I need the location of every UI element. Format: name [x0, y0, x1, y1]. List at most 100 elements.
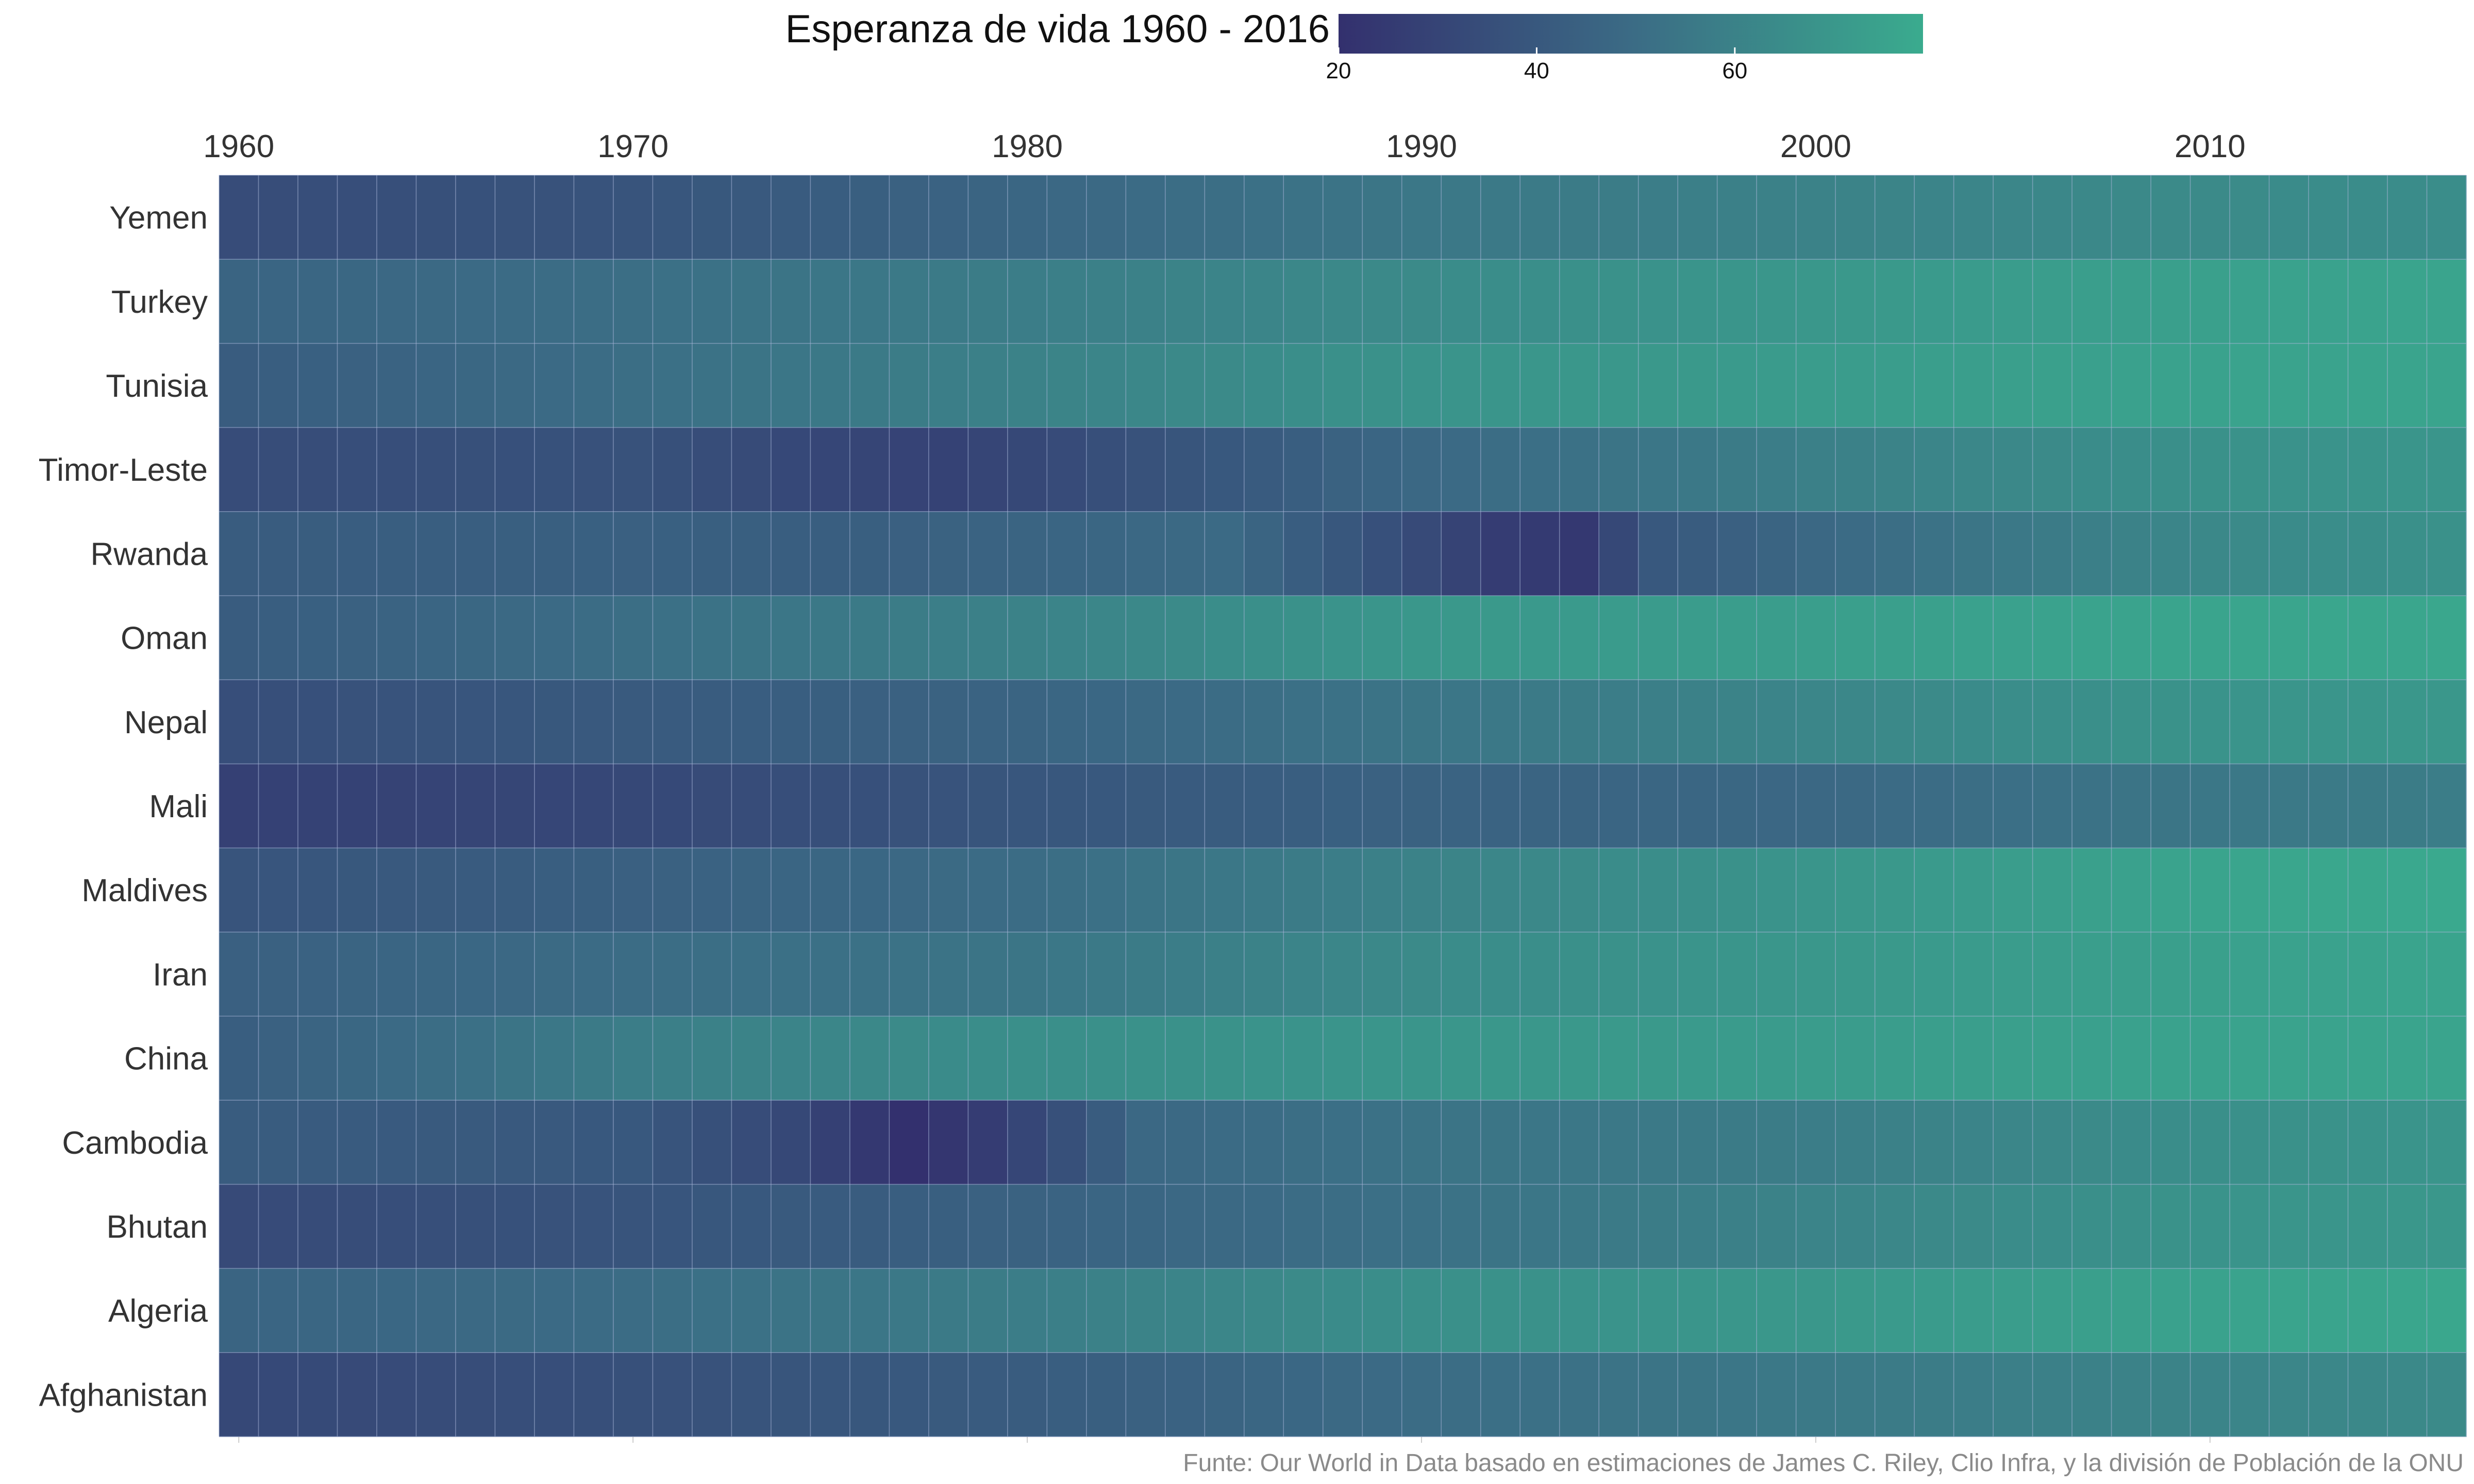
heatmap-cell: [1796, 680, 1836, 764]
heatmap-cell: [1953, 1352, 1994, 1437]
heatmap-cell: [1796, 343, 1836, 428]
heatmap-cell: [2072, 848, 2112, 933]
heatmap-cell: [416, 1352, 456, 1437]
heatmap-cell: [1323, 1100, 1363, 1185]
heatmap-cell: [2309, 175, 2349, 260]
heatmap-cell: [258, 596, 298, 680]
heatmap-cell: [1047, 596, 1087, 680]
heatmap-cell: [2309, 1016, 2349, 1101]
heatmap-cell: [968, 175, 1008, 260]
heatmap-cell: [2309, 1184, 2349, 1269]
heatmap-cell: [455, 764, 496, 849]
heatmap-cell: [2072, 1100, 2112, 1185]
heatmap-cell: [1638, 1100, 1678, 1185]
heatmap-cell: [692, 596, 732, 680]
heatmap-cell: [1599, 1352, 1639, 1437]
heatmap-cell: [1520, 1100, 1560, 1185]
heatmap-cell: [1993, 511, 2033, 596]
heatmap-cell: [416, 259, 456, 344]
heatmap-cell: [1283, 175, 1324, 260]
heatmap-cell: [1835, 596, 1876, 680]
heatmap-cell: [416, 343, 456, 428]
heatmap-cell: [810, 596, 850, 680]
heatmap-cell: [1757, 1352, 1797, 1437]
heatmap-cell: [416, 764, 456, 849]
heatmap-cell: [2111, 848, 2151, 933]
heatmap-cell: [2072, 932, 2112, 1017]
heatmap-cell: [2427, 511, 2467, 596]
heatmap-cell: [337, 848, 377, 933]
heatmap-cell: [219, 596, 259, 680]
heatmap-cell: [692, 1268, 732, 1353]
y-tick-label: Tunisia: [106, 368, 208, 404]
heatmap-cell: [2269, 932, 2309, 1017]
heatmap-cell: [613, 511, 654, 596]
colorbar-tick-label: 40: [1524, 58, 1549, 83]
heatmap-cell: [574, 427, 614, 512]
heatmap-cell: [574, 511, 614, 596]
heatmap-cell: [1126, 259, 1166, 344]
heatmap-cell: [2190, 764, 2230, 849]
heatmap-cell: [810, 1016, 850, 1101]
heatmap-cell: [2387, 427, 2428, 512]
heatmap-cell: [1914, 1016, 1954, 1101]
heatmap-cell: [692, 1016, 732, 1101]
heatmap-cell: [1047, 764, 1087, 849]
heatmap-cell: [455, 932, 496, 1017]
heatmap-cell: [1914, 680, 1954, 764]
heatmap-cell: [810, 175, 850, 260]
heatmap-cell: [849, 932, 890, 1017]
heatmap-cell: [2427, 932, 2467, 1017]
heatmap-cell: [2230, 1100, 2270, 1185]
heatmap-cell: [2111, 259, 2151, 344]
heatmap-cell: [1362, 343, 1402, 428]
heatmap-cell: [1007, 1184, 1047, 1269]
heatmap-cell: [258, 680, 298, 764]
heatmap-cell: [1599, 511, 1639, 596]
heatmap-cell: [731, 1184, 772, 1269]
heatmap-cell: [2387, 343, 2428, 428]
heatmap-cell: [968, 427, 1008, 512]
heatmap-cell: [337, 764, 377, 849]
heatmap-cells: [219, 175, 2467, 1437]
heatmap-cell: [1678, 1352, 1718, 1437]
heatmap-cell: [2427, 427, 2467, 512]
heatmap-cell: [928, 1268, 968, 1353]
heatmap-cell: [1953, 175, 1994, 260]
heatmap-cell: [1205, 1268, 1245, 1353]
heatmap-cell: [1875, 1016, 1915, 1101]
heatmap-cell: [692, 848, 732, 933]
heatmap-cell: [376, 596, 417, 680]
heatmap-cell: [613, 1352, 654, 1437]
heatmap-cell: [1757, 259, 1797, 344]
heatmap-cell: [692, 1100, 732, 1185]
heatmap-cell: [1362, 1100, 1402, 1185]
heatmap-cell: [849, 1016, 890, 1101]
heatmap-cell: [1875, 1100, 1915, 1185]
heatmap-cell: [1757, 1100, 1797, 1185]
heatmap-cell: [1953, 427, 1994, 512]
heatmap-cell: [1953, 1016, 1994, 1101]
heatmap-cell: [653, 596, 693, 680]
heatmap-cell: [1717, 932, 1757, 1017]
heatmap-cell: [1678, 1100, 1718, 1185]
heatmap-cell: [771, 932, 811, 1017]
heatmap-cell: [1796, 1016, 1836, 1101]
heatmap-cell: [613, 848, 654, 933]
heatmap-cell: [1323, 848, 1363, 933]
heatmap-cell: [1283, 343, 1324, 428]
heatmap-cell: [1323, 511, 1363, 596]
heatmap-cell: [928, 932, 968, 1017]
heatmap-cell: [1362, 1184, 1402, 1269]
heatmap-cell: [1441, 1100, 1481, 1185]
heatmap-cell: [2151, 1016, 2191, 1101]
heatmap-cell: [1796, 511, 1836, 596]
heatmap-cell: [574, 343, 614, 428]
heatmap-cell: [1401, 175, 1442, 260]
heatmap-cell: [258, 259, 298, 344]
heatmap-cell: [2230, 848, 2270, 933]
heatmap-cell: [2427, 680, 2467, 764]
heatmap-cell: [1441, 259, 1481, 344]
heatmap-cell: [2348, 1268, 2388, 1353]
heatmap-cell: [1599, 427, 1639, 512]
